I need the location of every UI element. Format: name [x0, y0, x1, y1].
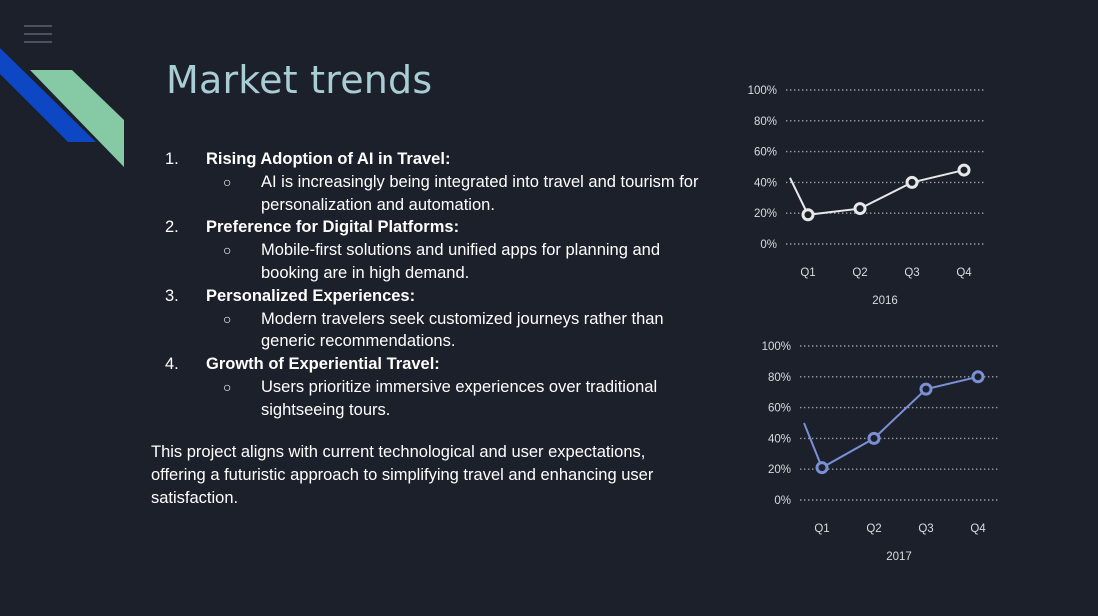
x-axis-label: 2017: [886, 551, 912, 563]
trend-detail: Users prioritize immersive experiences o…: [261, 377, 658, 419]
x-axis-label: 2016: [872, 295, 898, 307]
circle-bullet-icon: ○: [223, 310, 232, 327]
x-tick-label: Q4: [970, 523, 986, 535]
x-tick-label: Q2: [866, 523, 881, 535]
y-tick-label: 100%: [748, 85, 777, 97]
trend-list: 1. Rising Adoption of AI in Travel: ○ AI is…: [160, 148, 720, 422]
y-tick-label: 100%: [762, 341, 791, 353]
trend-heading: Personalized Experiences:: [206, 286, 416, 305]
y-tick-label: 60%: [754, 147, 777, 159]
trend-item: 2. Preference for Digital Platforms: ○ Mobi…: [160, 216, 720, 284]
trend-detail: AI is increasingly being integrated into…: [261, 172, 699, 214]
trend-number: 4.: [165, 355, 179, 374]
y-tick-label: 80%: [768, 372, 791, 384]
series-line: [803, 375, 979, 470]
trend-number: 1.: [165, 150, 179, 168]
blue-stripe: [0, 48, 96, 142]
circle-bullet-icon: ○: [223, 173, 232, 190]
x-tick-label: Q3: [918, 523, 933, 535]
trend-detail: Mobile-first solutions and unified apps …: [261, 241, 660, 282]
series-line: [789, 169, 965, 216]
y-tick-label: 80%: [754, 116, 777, 128]
y-tick-label: 20%: [754, 208, 777, 220]
trend-item: 1. Rising Adoption of AI in Travel: ○ AI is…: [160, 148, 720, 216]
menu-icon[interactable]: [24, 25, 52, 45]
chart-2017: 0% 20% 40% 60% 80% 100% Q1 Q2 Q3 Q4 2017: [752, 334, 1022, 579]
trend-detail-item: ○ Mobile-first solutions and unified apps…: [223, 239, 720, 285]
slide-title: Market trends: [166, 58, 433, 102]
data-point: [867, 431, 881, 445]
chart-2016: 0% 20% 40% 60% 80% 100% Q1 Q2 Q3 Q4 2016: [738, 78, 1008, 323]
x-tick-label: Q1: [800, 267, 815, 279]
trend-heading: Growth of Experiential Travel:: [206, 355, 440, 374]
data-point: [919, 382, 933, 396]
y-tick-label: 60%: [768, 403, 791, 415]
y-tick-label: 40%: [754, 177, 777, 189]
y-tick-label: 40%: [768, 433, 791, 445]
circle-bullet-icon: ○: [223, 378, 232, 395]
trend-heading: Rising Adoption of AI in Travel:: [206, 150, 451, 168]
trend-item: 3. Personalized Experiences: ○ Modern trave…: [160, 285, 720, 353]
x-tick-label: Q1: [814, 523, 829, 535]
data-point: [815, 461, 829, 475]
data-point: [801, 208, 815, 222]
y-tick-label: 0%: [760, 239, 777, 251]
trend-number: 3.: [165, 286, 179, 305]
data-point: [957, 163, 971, 177]
y-tick-label: 0%: [774, 495, 791, 507]
trend-detail-item: ○ Modern travelers seek customized journe…: [223, 308, 720, 354]
data-point: [853, 202, 867, 216]
x-tick-label: Q2: [852, 267, 867, 279]
corner-decoration: [0, 48, 124, 167]
x-tick-label: Q3: [904, 267, 919, 279]
trend-detail-item: ○ AI is increasingly being integrated int…: [223, 171, 720, 217]
data-point: [971, 370, 985, 384]
green-stripe: [30, 70, 124, 167]
summary-paragraph: This project aligns with current technol…: [151, 443, 654, 507]
y-tick-label: 20%: [768, 464, 791, 476]
trend-number: 2.: [165, 218, 179, 237]
trend-heading: Preference for Digital Platforms:: [206, 218, 460, 237]
circle-bullet-icon: ○: [223, 242, 232, 259]
data-point: [905, 175, 919, 189]
x-tick-label: Q4: [956, 267, 972, 279]
trend-detail-item: ○ Users prioritize immersive experiences …: [223, 376, 720, 422]
trend-item: 4. Growth of Experiential Travel: ○ Users p…: [160, 353, 720, 421]
trend-detail: Modern travelers seek customized journey…: [261, 309, 664, 351]
